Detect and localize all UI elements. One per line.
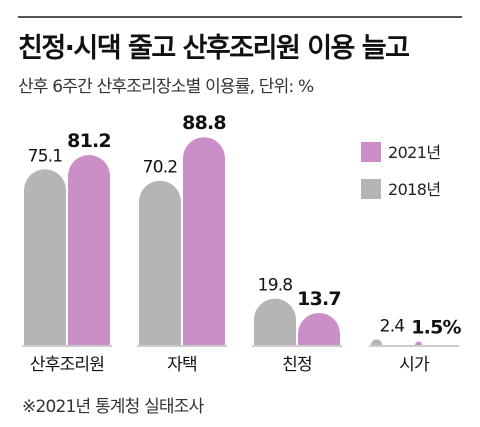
data-label: 1.5% [411,316,461,338]
data-label: 19.8 [258,276,293,296]
bar-2021 [68,154,110,345]
data-label: 70.2 [143,158,178,178]
bar-2018 [139,180,181,345]
legend-label: 2021년 [388,143,440,162]
data-label: 13.7 [297,288,341,310]
bar-2021 [415,341,457,345]
source-note: ※2021년 통계청 실태조사 [22,397,204,417]
top-rule [18,16,462,18]
category-label: 친정 [282,355,312,375]
legend-swatch [361,142,381,162]
bar-2018 [254,298,296,345]
chart-title: 친정·시댁 줄고 산후조리원 이용 늘고 [18,33,410,64]
bar-2021 [298,312,340,345]
legend-label: 2018년 [388,180,440,199]
chart-subtitle: 산후 6주간 산후조리장소별 이용률, 단위: % [18,77,314,97]
category-label: 자택 [167,355,197,375]
bar-2018 [371,339,413,345]
bar-2021 [183,137,225,345]
legend-swatch [361,179,381,199]
category-label: 시가 [399,355,430,375]
data-label: 81.2 [67,130,111,152]
category-label: 산후조리원 [30,355,104,375]
data-label: 88.8 [182,112,226,134]
data-label: 75.1 [28,146,63,166]
bar-2018 [24,169,66,345]
data-label: 2.4 [380,316,405,336]
